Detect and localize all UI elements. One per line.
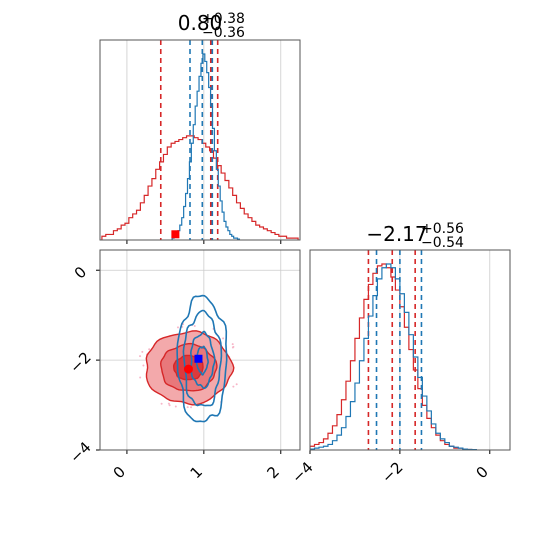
right-marginal-panel: −4 −2 0 [288, 249, 511, 487]
sample-dot [160, 402, 163, 405]
sample-dot [142, 364, 145, 367]
marker-circle [183, 364, 193, 374]
right-title-sub: −0.54 [421, 235, 464, 251]
sample-dot [148, 348, 151, 351]
top-title-value: 0.80 [178, 11, 223, 35]
sample-dot [193, 324, 196, 327]
histogram-series [310, 263, 477, 450]
right-title-value: −2.17 [366, 222, 427, 246]
sample-dot [139, 376, 142, 379]
sample-dot [190, 406, 193, 409]
sample-dot [186, 406, 189, 409]
top-panel-title: 0.80 [178, 11, 223, 35]
sample-dot [174, 405, 177, 408]
sample-dot [235, 383, 238, 386]
x-tick-label: 0 [110, 463, 129, 482]
histogram-series [171, 53, 241, 240]
sample-dot [232, 345, 235, 348]
marker-square [171, 230, 180, 239]
sample-dot [167, 402, 170, 405]
sample-dot [222, 337, 225, 340]
blue-contour-level [176, 294, 228, 423]
sample-dot [231, 343, 234, 346]
x-tick-label: 2 [263, 463, 282, 482]
histogram-series [310, 263, 477, 450]
blue-contour-level [189, 330, 216, 390]
axes-frame [309, 249, 511, 451]
x-tick-label: 0 [473, 463, 492, 482]
sample-dot [139, 355, 142, 358]
sample-dot [176, 326, 179, 329]
x-tick-label: 1 [187, 463, 206, 482]
y-tick-label: −4 [66, 438, 94, 466]
top-title-sup: +0.38 [202, 11, 245, 27]
top-marginal-panel [99, 39, 301, 244]
sample-dot [232, 385, 235, 388]
histogram-series [101, 135, 299, 240]
axes-frame [99, 249, 301, 451]
right-panel-title: −2.17 [366, 222, 427, 246]
x-tick-label: −2 [378, 458, 406, 486]
y-tick-label: −2 [66, 348, 94, 376]
blue-contour-level [182, 309, 223, 407]
axes-frame [99, 39, 301, 241]
right-title-sup: +0.56 [421, 221, 464, 237]
sample-dot [141, 350, 144, 353]
marker-square [194, 354, 203, 363]
x-tick-label: −4 [288, 458, 316, 486]
joint-contour-panel: 0 1 2 −4 −2 0 [66, 230, 301, 482]
sample-dot [168, 404, 171, 407]
y-tick-label: 0 [71, 263, 90, 282]
top-title-sub: −0.36 [202, 25, 245, 41]
